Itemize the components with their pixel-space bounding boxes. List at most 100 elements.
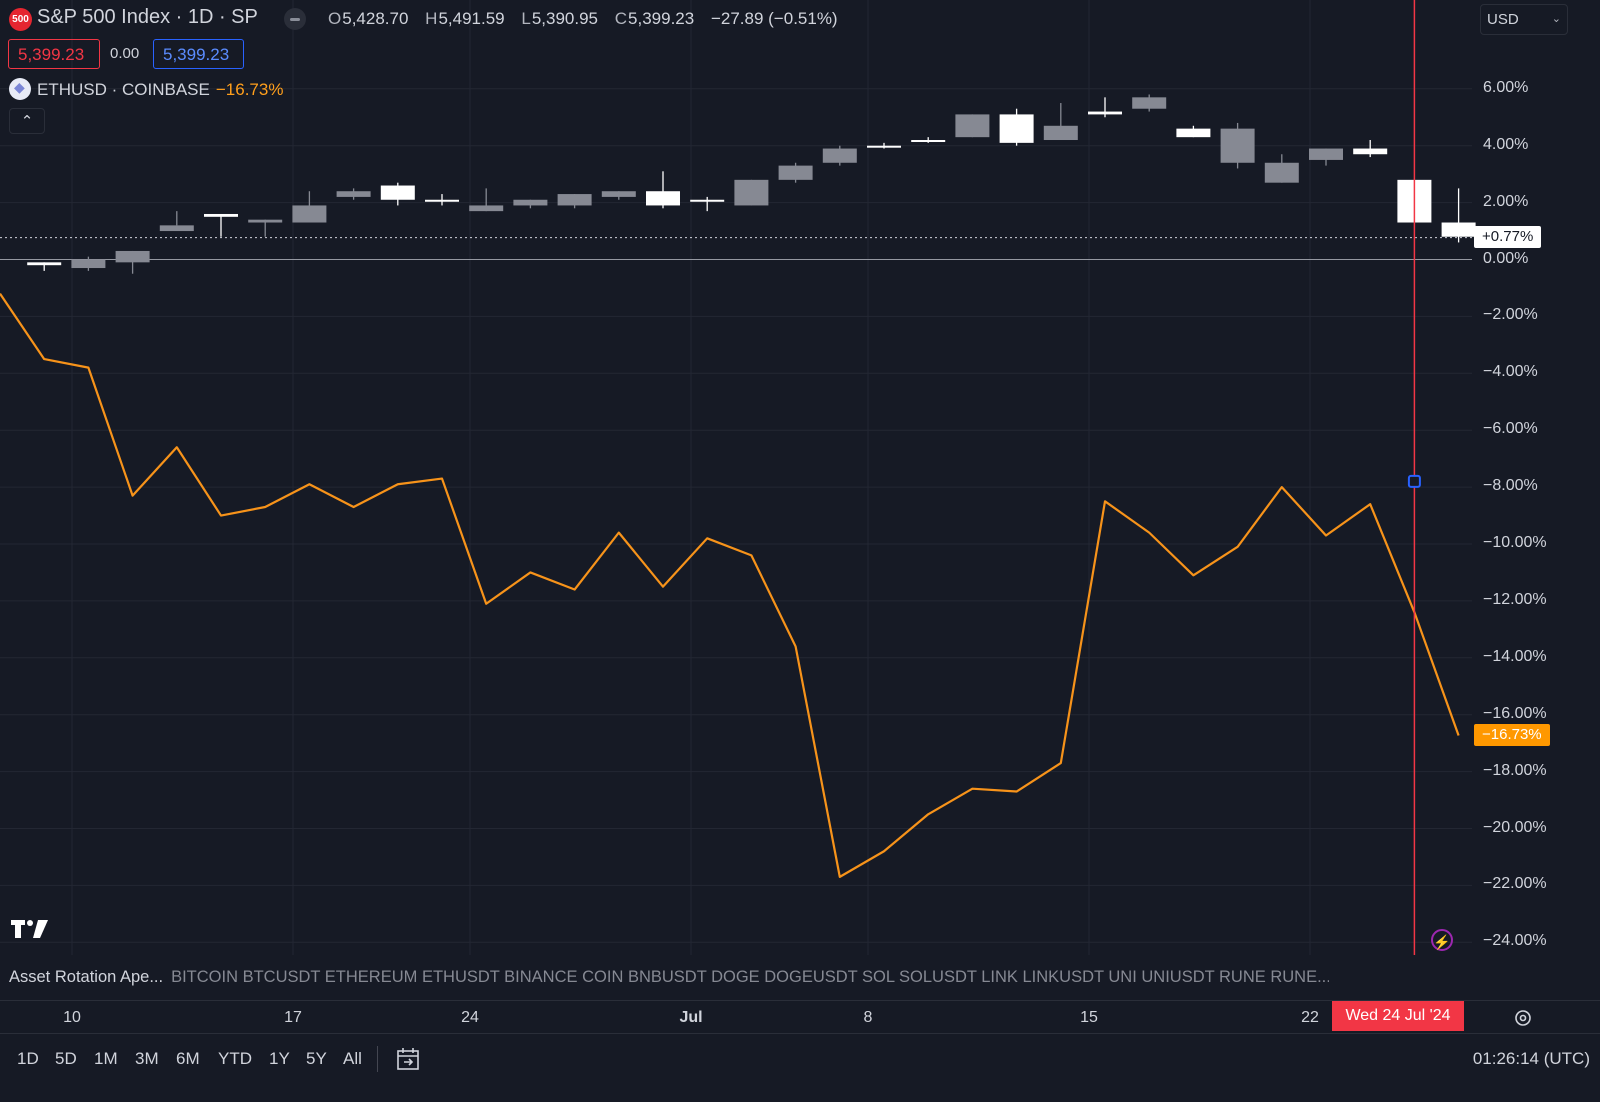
candle-body (999, 114, 1034, 143)
sp500-candles (27, 94, 1476, 274)
y-tick-label: 2.00% (1483, 192, 1529, 210)
candle-body (248, 219, 283, 223)
ohlc-legend: O5,428.70 H5,491.59 L5,390.95 C5,399.23 … (328, 9, 850, 29)
candle-body (867, 145, 901, 148)
y-tick-label: −6.00% (1483, 420, 1538, 438)
candle-body (336, 191, 371, 197)
compare-symbol-legend[interactable]: ETHUSD · COINBASE −16.73% (37, 80, 283, 100)
candle-body (1441, 222, 1476, 237)
y-tick-label: −8.00% (1483, 477, 1538, 495)
vertical-grid (71, 0, 1311, 955)
candle-body (1309, 148, 1343, 160)
candle-body (27, 262, 62, 266)
strategy-legend[interactable]: Asset Rotation Ape... BITCOIN BTCUSDT ETH… (9, 968, 1329, 987)
gear-icon[interactable] (1512, 1007, 1534, 1029)
sell-price-button[interactable]: 5,399.23 (8, 39, 100, 69)
close-key: C (614, 9, 628, 28)
eth-series-line (0, 293, 1460, 878)
currency-value: USD (1487, 11, 1519, 28)
candle-body (690, 199, 725, 202)
y-tick-label: −24.00% (1483, 932, 1547, 950)
ethereum-icon (9, 78, 31, 100)
time-tick: 8 (863, 1009, 873, 1026)
strategy-description: BITCOIN BTCUSDT ETHEREUM ETHUSDT BINANCE… (171, 968, 1329, 986)
candle-body (380, 185, 415, 200)
high-value: 5,491.59 (438, 9, 505, 28)
candle-body (1176, 128, 1211, 138)
y-tick-label: −2.00% (1483, 306, 1538, 324)
lightning-icon[interactable]: ⚡ (1431, 929, 1453, 951)
collapse-legend-button[interactable] (284, 8, 306, 30)
y-tick-label: −18.00% (1483, 761, 1547, 779)
candle-body (1264, 162, 1299, 183)
compare-symbol-name: ETHUSD · COINBASE (37, 80, 210, 99)
calendar-goto-icon[interactable] (396, 1046, 422, 1072)
time-tick: 15 (1080, 1009, 1098, 1026)
high-key: H (425, 9, 438, 28)
candle-body (778, 165, 813, 180)
time-tick: 24 (461, 1009, 479, 1026)
candle-body (469, 205, 504, 212)
candle-body (557, 194, 592, 206)
y-tick-label: −20.00% (1483, 818, 1547, 836)
candle-body (513, 199, 548, 206)
open-key: O (328, 9, 342, 28)
symbol-title[interactable]: S&P 500 Index · 1D · SP (37, 6, 258, 28)
toolbar-divider (377, 1046, 378, 1072)
candle-body (292, 205, 327, 223)
crosshair-marker (1407, 474, 1421, 488)
tradingview-logo[interactable] (11, 917, 51, 939)
candle-body (1220, 128, 1255, 163)
candle-body (1088, 111, 1122, 115)
chart-canvas[interactable] (0, 0, 1600, 1000)
range-all[interactable]: All (343, 1049, 362, 1068)
candle-body (955, 114, 990, 138)
close-value: 5,399.23 (628, 9, 695, 28)
chevron-down-icon: ⌄ (1551, 13, 1561, 25)
chevron-up-icon[interactable]: ⌃ (9, 108, 45, 134)
range-5y[interactable]: 5Y (306, 1049, 327, 1068)
range-3m[interactable]: 3M (135, 1049, 159, 1068)
buy-price-button[interactable]: 5,399.23 (153, 39, 244, 69)
range-1d[interactable]: 1D (17, 1049, 39, 1068)
range-1y[interactable]: 1Y (269, 1049, 290, 1068)
utc-clock[interactable]: 01:26:14 (UTC) (1472, 1049, 1590, 1068)
y-tick-label: −12.00% (1483, 590, 1547, 608)
candle-body (1132, 97, 1167, 109)
y-tick-label: −16.00% (1483, 704, 1547, 722)
y-tick-label: −22.00% (1483, 875, 1547, 893)
candle-body (734, 179, 769, 206)
candle-body (822, 148, 857, 163)
candle-body (425, 199, 459, 202)
candle-body (115, 250, 150, 263)
range-6m[interactable]: 6M (176, 1049, 200, 1068)
change-value: −27.89 (−0.51%) (710, 9, 838, 28)
y-tick-label: −14.00% (1483, 647, 1547, 665)
horizontal-grid (0, 88, 1472, 943)
candle-body (159, 225, 194, 232)
sp500-last-value-tag: +0.77% (1474, 226, 1542, 248)
range-5d[interactable]: 5D (55, 1049, 77, 1068)
candle-body (71, 259, 106, 269)
open-value: 5,428.70 (342, 9, 409, 28)
low-value: 5,390.95 (531, 9, 599, 28)
crosshair-date-label: Wed 24 Jul '24 (1332, 1001, 1464, 1031)
range-ytd[interactable]: YTD (218, 1049, 252, 1068)
compare-symbol-change: −16.73% (215, 80, 284, 99)
candle-body (204, 213, 238, 217)
range-1m[interactable]: 1M (94, 1049, 118, 1068)
y-tick-label: 6.00% (1483, 78, 1529, 96)
time-tick: 10 (63, 1009, 81, 1026)
currency-select[interactable]: USD ⌄ (1480, 4, 1568, 35)
candle-body (646, 191, 680, 206)
eth-last-value-tag: −16.73% (1474, 724, 1550, 746)
sp500-logo: 500 (9, 8, 32, 31)
time-tick: 22 (1301, 1009, 1319, 1026)
candle-body (911, 140, 946, 143)
time-axis[interactable] (0, 1000, 1600, 1034)
candle-body (601, 191, 636, 197)
y-tick-label: −4.00% (1483, 363, 1538, 381)
strategy-name: Asset Rotation Ape... (9, 968, 164, 986)
candle-body (1043, 125, 1078, 141)
time-tick: Jul (679, 1009, 703, 1026)
